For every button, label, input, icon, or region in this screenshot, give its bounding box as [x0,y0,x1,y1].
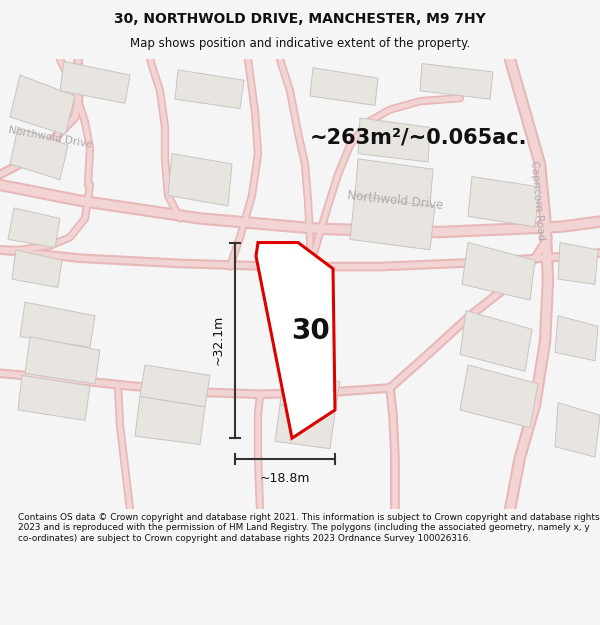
Polygon shape [256,242,335,438]
Polygon shape [25,337,100,384]
Polygon shape [10,127,68,180]
Text: Capricorn Road: Capricorn Road [529,161,545,241]
Polygon shape [350,193,435,250]
Polygon shape [140,365,210,407]
Polygon shape [18,376,90,421]
Polygon shape [468,177,540,227]
Polygon shape [555,316,598,361]
Text: ~18.8m: ~18.8m [260,472,310,485]
Text: Map shows position and indicative extent of the property.: Map shows position and indicative extent… [130,37,470,50]
Polygon shape [8,208,60,248]
Polygon shape [275,405,335,449]
Text: 30: 30 [291,317,330,344]
Polygon shape [460,311,532,371]
Polygon shape [558,242,598,284]
Polygon shape [310,68,378,106]
Text: Contains OS data © Crown copyright and database right 2021. This information is : Contains OS data © Crown copyright and d… [18,513,599,542]
Polygon shape [355,159,433,206]
Polygon shape [135,396,205,444]
Text: ~263m²/~0.065ac.: ~263m²/~0.065ac. [310,128,527,148]
Polygon shape [175,70,244,109]
Text: Northwold Drive: Northwold Drive [7,126,92,150]
Text: 30, NORTHWOLD DRIVE, MANCHESTER, M9 7HY: 30, NORTHWOLD DRIVE, MANCHESTER, M9 7HY [114,12,486,26]
Polygon shape [10,75,75,135]
Polygon shape [168,154,232,206]
Polygon shape [12,250,62,288]
Text: ~32.1m: ~32.1m [212,315,225,366]
Text: Northwold Drive: Northwold Drive [346,189,443,212]
Polygon shape [462,242,535,300]
Polygon shape [420,64,493,99]
Polygon shape [60,61,130,103]
Polygon shape [460,365,538,428]
Polygon shape [20,302,95,347]
Polygon shape [555,402,600,457]
Polygon shape [280,373,340,412]
Polygon shape [358,118,430,162]
